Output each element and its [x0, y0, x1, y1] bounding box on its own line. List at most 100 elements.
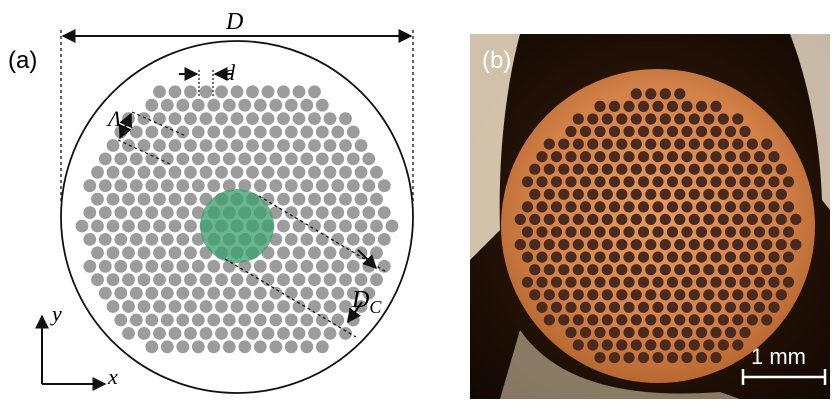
micrograph-hole — [717, 138, 729, 150]
micrograph-hole — [637, 100, 650, 112]
micrograph-hole — [637, 251, 650, 263]
air-hole — [199, 273, 213, 287]
air-hole — [129, 286, 143, 300]
air-hole — [129, 313, 143, 327]
air-hole — [184, 192, 197, 206]
micrograph-hole — [630, 113, 642, 125]
air-hole — [269, 125, 283, 139]
micrograph-hole — [550, 151, 563, 163]
micrograph-hole — [521, 176, 534, 188]
micrograph-hole — [623, 251, 635, 263]
air-hole — [230, 327, 244, 340]
air-hole — [346, 206, 360, 220]
air-hole — [153, 192, 166, 206]
air-hole — [246, 300, 259, 313]
micrograph-hole — [587, 188, 599, 200]
micrograph-hole — [594, 226, 606, 238]
micrograph-hole — [630, 138, 642, 150]
air-hole — [269, 313, 283, 327]
panel-b: (b) 1 mm — [470, 34, 830, 399]
air-hole — [176, 125, 190, 139]
air-hole — [354, 192, 368, 206]
micrograph-hole — [782, 201, 795, 213]
micrograph-hole — [572, 289, 584, 301]
micrograph-hole — [659, 339, 671, 351]
micrograph-hole — [666, 352, 679, 364]
micrograph-hole — [645, 289, 657, 301]
micrograph-hole — [688, 239, 700, 251]
air-hole — [145, 152, 159, 166]
micrograph-hole — [587, 213, 599, 225]
air-hole — [253, 259, 267, 273]
micrograph-hole — [717, 264, 729, 276]
micrograph-hole — [666, 326, 679, 339]
air-hole — [160, 286, 174, 300]
pitch-dimension: Λ — [106, 106, 187, 165]
air-hole — [230, 85, 244, 99]
micrograph-hole — [666, 176, 679, 188]
air-hole — [153, 112, 166, 125]
air-hole — [91, 246, 104, 260]
micrograph-hole — [703, 188, 715, 200]
micrograph-hole — [724, 251, 737, 263]
air-hole — [168, 219, 182, 233]
air-hole — [114, 313, 128, 327]
micrograph-hole — [601, 113, 613, 125]
micrograph-hole — [587, 239, 599, 251]
air-hole — [199, 85, 213, 99]
micrograph-hole — [536, 201, 548, 213]
micrograph-hole — [558, 188, 570, 200]
micrograph-hole — [536, 176, 548, 188]
air-hole — [253, 286, 267, 300]
micrograph-hole — [529, 213, 541, 225]
micrograph-hole — [666, 125, 679, 138]
pitch-guide-1 — [131, 111, 187, 137]
micrograph-hole — [753, 251, 766, 263]
air-hole — [191, 98, 205, 112]
air-hole — [222, 152, 236, 166]
micrograph-hole — [572, 213, 584, 225]
air-hole — [184, 112, 197, 125]
air-hole — [354, 273, 368, 287]
micrograph-hole — [681, 151, 693, 163]
micrograph-hole — [572, 339, 584, 351]
air-hole — [300, 179, 314, 193]
air-hole — [253, 340, 267, 354]
micrograph-hole — [703, 239, 715, 251]
micrograph-hole — [761, 289, 773, 301]
air-hole — [300, 259, 314, 273]
air-hole — [230, 139, 244, 152]
micrograph-hole — [681, 176, 693, 188]
micrograph-hole — [695, 100, 708, 112]
air-hole — [308, 327, 321, 340]
micrograph-hole — [637, 352, 650, 364]
micrograph-hole — [681, 100, 693, 112]
air-hole — [323, 192, 337, 206]
air-hole — [339, 246, 352, 260]
air-hole — [277, 85, 290, 99]
air-hole — [277, 246, 290, 260]
air-hole — [168, 192, 182, 206]
air-hole — [308, 219, 321, 233]
micrograph-hole — [688, 339, 700, 351]
micrograph-hole — [688, 314, 700, 326]
micrograph-hole — [630, 314, 642, 326]
air-hole — [308, 85, 321, 99]
micrograph-hole — [732, 289, 744, 301]
micrograph-hole — [558, 314, 570, 326]
air-hole — [300, 233, 314, 246]
micrograph-hole — [529, 188, 541, 200]
micrograph-hole — [529, 289, 541, 301]
micrograph-hole — [543, 188, 555, 200]
micrograph-hole — [616, 188, 628, 200]
air-hole — [145, 179, 159, 193]
air-hole — [362, 179, 376, 193]
air-hole — [308, 246, 321, 260]
micrograph-hole — [579, 276, 592, 288]
micrograph-hole — [659, 289, 671, 301]
micrograph-hole — [703, 314, 715, 326]
air-hole — [284, 340, 298, 354]
micrograph-hole — [739, 226, 751, 238]
micrograph-hole — [775, 188, 787, 200]
air-hole — [339, 192, 352, 206]
